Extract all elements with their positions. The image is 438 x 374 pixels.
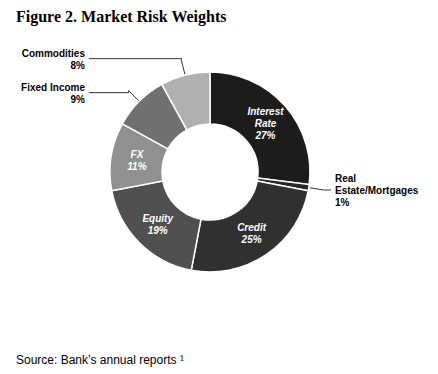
slice-label-line: Real <box>335 173 356 184</box>
value-label: 27% <box>255 130 276 141</box>
leader-line <box>89 91 139 101</box>
slice-label: FX <box>131 149 145 160</box>
chart: Figure 2. Market Risk Weights Source: Ban… <box>0 0 438 374</box>
slice-label: Equity <box>142 213 173 224</box>
value-label: 8% <box>71 60 86 71</box>
slice-label-line: Commodities <box>22 48 86 59</box>
slice-label: Fixed Income <box>21 82 85 93</box>
source: Source: Bank’s annual reports ¹ <box>16 353 184 367</box>
leader-line <box>89 59 185 75</box>
slice-label: Credit <box>237 222 267 233</box>
slice-label: Commodities <box>22 48 86 59</box>
slice <box>162 72 210 130</box>
leader-line <box>310 188 331 190</box>
value-label: 25% <box>241 234 262 245</box>
slice-label: InterestRate <box>247 106 284 129</box>
donut <box>110 72 310 272</box>
slice-label-line: Equity <box>142 213 173 224</box>
slices <box>110 72 310 272</box>
slice-label-line: Rate <box>255 118 277 129</box>
slice <box>112 181 201 270</box>
value-label: 11% <box>127 161 146 172</box>
slice <box>210 72 310 185</box>
slice-label-line: Credit <box>237 222 267 233</box>
title: Figure 2. Market Risk Weights <box>16 8 227 26</box>
slice-label-line: Interest <box>247 106 284 117</box>
slice-label-line: Fixed Income <box>21 82 85 93</box>
slice-label-line: Estate/Mortgages <box>335 185 419 196</box>
slice-label: RealEstate/Mortgages <box>335 173 419 196</box>
value-label: 9% <box>71 94 86 105</box>
labels: InterestRate27% Credit25% Equity19% FX11% Re… <box>21 48 419 246</box>
value-label: 1% <box>335 197 350 208</box>
slice <box>191 181 308 272</box>
slice-label-line: FX <box>131 149 145 160</box>
value-label: 19% <box>148 225 168 236</box>
